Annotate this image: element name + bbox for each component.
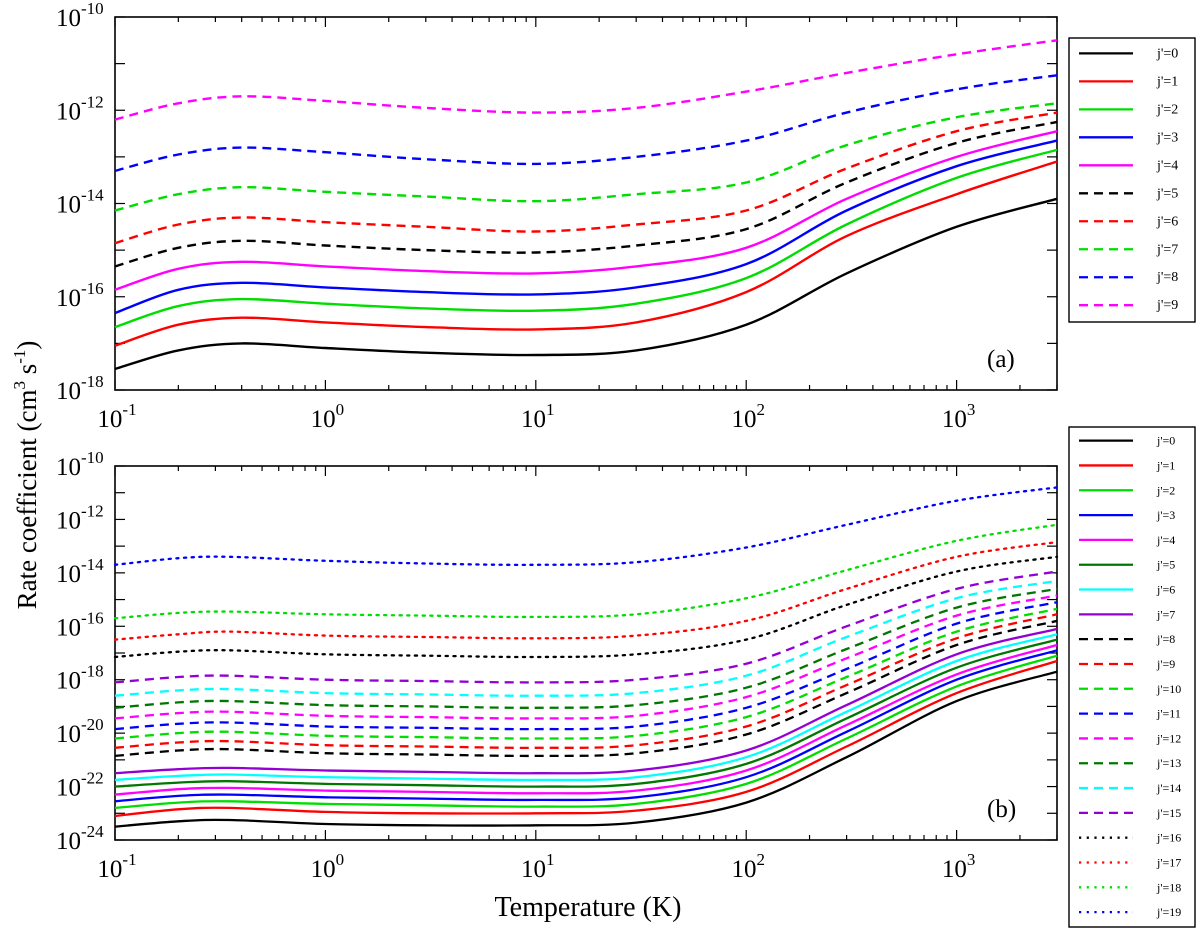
legend-label: j'=9 bbox=[1156, 298, 1178, 313]
y-axis-label-mid: s bbox=[12, 364, 42, 381]
series-line-j3 bbox=[114, 139, 1058, 315]
series-line-j1 bbox=[114, 160, 1058, 347]
series-line-j18 bbox=[113, 523, 1059, 620]
legend-label: j'=2 bbox=[1156, 483, 1175, 497]
y-axis-label-end: ) bbox=[12, 341, 42, 350]
series-line-j5 bbox=[114, 638, 1058, 788]
plot-frame bbox=[114, 465, 1058, 841]
series-line-j2 bbox=[114, 148, 1058, 329]
series-line-j5 bbox=[114, 120, 1058, 268]
y-tick-label: 10-10 bbox=[56, 0, 104, 32]
legend-label: j'=5 bbox=[1156, 558, 1175, 572]
series-line-j4 bbox=[114, 643, 1058, 796]
series-line-j8 bbox=[114, 74, 1058, 173]
y-axis-label-sup2: -1 bbox=[10, 350, 29, 364]
legend-label: j'=0 bbox=[1156, 434, 1175, 448]
series-line-j0 bbox=[114, 197, 1058, 371]
y-tick-label: 10-12 bbox=[56, 92, 104, 125]
legend-label: j'=6 bbox=[1156, 214, 1178, 229]
legend-label: j'=8 bbox=[1156, 632, 1175, 646]
series-line-j0 bbox=[114, 670, 1058, 828]
y-axis-label-main: Rate coefficient (cm bbox=[12, 390, 42, 610]
legend-label: j'=0 bbox=[1156, 46, 1178, 61]
legend-label: j'=5 bbox=[1156, 186, 1178, 201]
x-tick-label: 100 bbox=[311, 850, 345, 883]
legend-box bbox=[1068, 37, 1196, 323]
series-line-j6 bbox=[114, 633, 1058, 782]
x-axis-label: Temperature (K) bbox=[495, 892, 682, 923]
series-line-j17 bbox=[113, 540, 1059, 641]
x-tick-label: 100 bbox=[311, 400, 345, 433]
y-tick-label: 10-24 bbox=[56, 822, 104, 855]
legend-label: j'=6 bbox=[1156, 583, 1175, 597]
legend-label: j'=7 bbox=[1156, 607, 1175, 621]
x-tick-label: 101 bbox=[521, 400, 555, 433]
y-tick-label: 10-18 bbox=[56, 372, 104, 405]
legend-label: j'=7 bbox=[1156, 242, 1178, 257]
panel-label: (a) bbox=[987, 346, 1015, 373]
legend-label: j'=10 bbox=[1156, 682, 1181, 696]
y-tick-label: 10-14 bbox=[56, 186, 104, 219]
legend-label: j'=1 bbox=[1156, 458, 1175, 472]
panel-label: (b) bbox=[987, 796, 1016, 823]
x-tick-label: 10-1 bbox=[97, 400, 136, 433]
series-line-j9 bbox=[114, 39, 1058, 121]
legend-label: j'=8 bbox=[1156, 270, 1178, 285]
series-line-j2 bbox=[114, 654, 1058, 810]
legend-label: j'=3 bbox=[1156, 508, 1175, 522]
x-tick-label: 10-1 bbox=[97, 850, 136, 883]
y-tick-label: 10-22 bbox=[56, 769, 104, 802]
legend-a: j'=0 j'=1 j'=2 j'=3 j'=4 j'=5 j'=6 j'=7 j'=8 j'=9 bbox=[1068, 37, 1196, 323]
legend-box bbox=[1068, 426, 1196, 928]
y-tick-label: 10-16 bbox=[56, 608, 104, 641]
y-axis-label-sup: 3 bbox=[10, 381, 29, 390]
legend-label: j'=12 bbox=[1156, 731, 1181, 745]
y-tick-label: 10-12 bbox=[56, 501, 104, 534]
plot-frame bbox=[114, 16, 1058, 391]
series-line-j4 bbox=[114, 130, 1058, 291]
legend-label: j'=14 bbox=[1156, 781, 1181, 795]
y-tick-label: 10-14 bbox=[56, 555, 104, 588]
series-line-j14 bbox=[114, 579, 1058, 697]
series-line-j1 bbox=[114, 659, 1058, 818]
y-tick-label: 10-18 bbox=[56, 662, 104, 695]
legend-label: j'=11 bbox=[1156, 707, 1181, 721]
legend-label: j'=19 bbox=[1156, 905, 1181, 919]
series-line-j7 bbox=[114, 102, 1058, 212]
legend-b: j'=0 j'=1 j'=2 j'=3 j'=4 j'=5 j'=6 j'=7 j'=8 j'=9… bbox=[1068, 426, 1196, 928]
x-tick-label: 103 bbox=[942, 850, 976, 883]
panel-b: 10-1 100 101 102 103 10-24 10-22 10-20 10-18 10-1… bbox=[56, 448, 1059, 883]
legend-label: j'=1 bbox=[1156, 74, 1178, 89]
legend-label: j'=9 bbox=[1156, 657, 1175, 671]
x-tick-label: 103 bbox=[942, 400, 976, 433]
series-line-j6 bbox=[114, 111, 1058, 245]
legend-label: j'=16 bbox=[1156, 831, 1181, 845]
series-line-j7 bbox=[114, 627, 1058, 775]
legend-label: j'=3 bbox=[1156, 130, 1178, 145]
x-tick-label: 101 bbox=[521, 850, 555, 883]
y-tick-label: 10-10 bbox=[56, 448, 104, 481]
panel-a: 10-1 100 101 102 103 10-18 10-16 10-14 10-12 10-1… bbox=[56, 0, 1058, 433]
y-axis-label: Rate coefficient (cm3 s-1) bbox=[10, 341, 42, 610]
legend-label: j'=13 bbox=[1156, 756, 1181, 770]
legend-label: j'=17 bbox=[1156, 855, 1181, 869]
legend-label: j'=4 bbox=[1156, 533, 1175, 547]
series-line-j3 bbox=[114, 649, 1058, 803]
series-line-j16 bbox=[113, 555, 1059, 659]
series-line-j8 bbox=[114, 619, 1058, 758]
legend-label: j'=18 bbox=[1156, 880, 1181, 894]
y-tick-label: 10-16 bbox=[56, 279, 104, 312]
legend-label: j'=2 bbox=[1156, 102, 1178, 117]
legend-label: j'=15 bbox=[1156, 806, 1181, 820]
series-line-j19 bbox=[113, 486, 1059, 567]
x-tick-label: 102 bbox=[731, 400, 765, 433]
x-tick-label: 102 bbox=[731, 850, 765, 883]
series-line-j15 bbox=[114, 570, 1058, 684]
y-tick-label: 10-20 bbox=[56, 715, 104, 748]
legend-label: j'=4 bbox=[1156, 158, 1178, 173]
